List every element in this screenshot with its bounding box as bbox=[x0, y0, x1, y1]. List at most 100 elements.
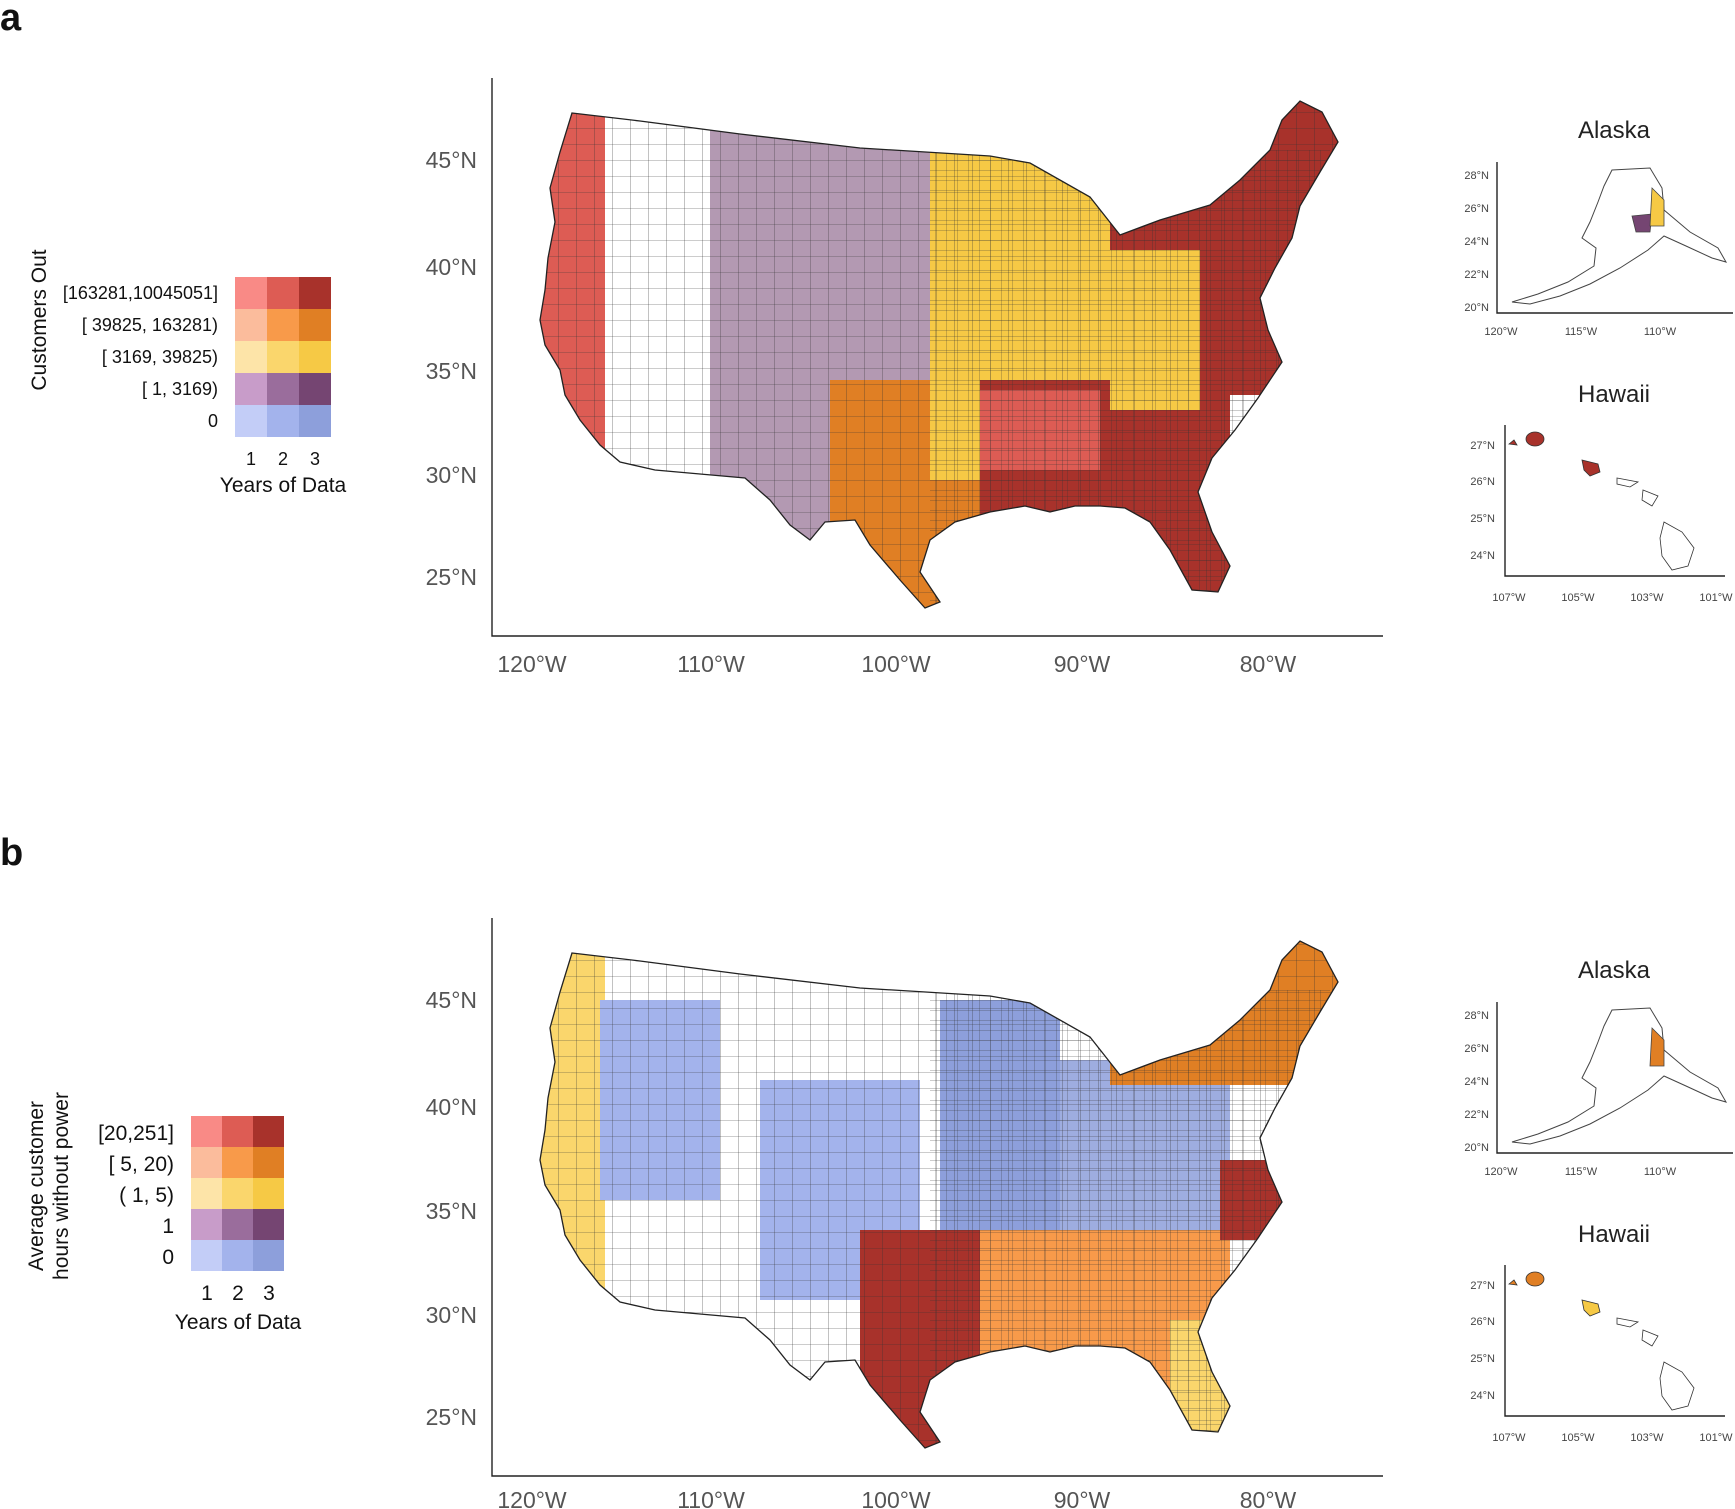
legend-col-label: 2 bbox=[278, 449, 288, 469]
lat-tick: 22°N bbox=[1464, 1109, 1489, 1121]
island-oahu bbox=[1581, 459, 1601, 477]
lon-tick: 80°W bbox=[1240, 1487, 1297, 1509]
lon-tick: 107°W bbox=[1492, 1432, 1526, 1444]
island-hawaii bbox=[1659, 521, 1695, 571]
island-hawaii bbox=[1659, 1361, 1695, 1411]
legend-cell bbox=[253, 1209, 284, 1240]
legend-xlabel: Years of Data bbox=[220, 474, 347, 497]
legend-cell bbox=[222, 1116, 253, 1147]
lon-tick: 105°W bbox=[1561, 1432, 1595, 1444]
panel-letter-b: b bbox=[0, 832, 23, 874]
lat-tick: 30°N bbox=[426, 462, 477, 488]
legend-cell bbox=[191, 1178, 222, 1209]
legend-row-label: 0 bbox=[208, 411, 218, 431]
legend-row-label: [20,251] bbox=[98, 1122, 174, 1145]
alaska-inset-a: Alaska 28°N 26°N 24°N 22°N 20°N 120°W 11… bbox=[1464, 117, 1733, 338]
legend-a: Customers Out [163281,10045051] [ 39825,… bbox=[28, 249, 347, 497]
lon-tick: 103°W bbox=[1630, 592, 1664, 604]
main-map-b: 45°N 40°N 35°N 30°N 25°N 120°W 110°W 100… bbox=[426, 918, 1383, 1509]
lat-tick: 28°N bbox=[1464, 170, 1489, 182]
lon-tick: 105°W bbox=[1561, 592, 1595, 604]
inset-title: Hawaii bbox=[1578, 381, 1650, 408]
lon-tick: 110°W bbox=[1644, 1166, 1677, 1178]
legend-col-label: 3 bbox=[263, 1282, 275, 1305]
inset-axes bbox=[1496, 1002, 1733, 1154]
legend-cell bbox=[267, 277, 299, 309]
county-choropleth-a bbox=[540, 101, 1338, 608]
lat-tick: 30°N bbox=[426, 1302, 477, 1328]
lat-tick: 26°N bbox=[1470, 476, 1495, 488]
panel-b: b Average customer hours without power [… bbox=[0, 832, 1733, 1509]
main-map-a: 45°N 40°N 35°N 30°N 25°N 120°W 110°W 100… bbox=[426, 78, 1383, 677]
legend-cell bbox=[235, 341, 267, 373]
legend-cell bbox=[191, 1240, 222, 1271]
legend-cell bbox=[253, 1116, 284, 1147]
lon-tick: 101°W bbox=[1699, 1432, 1733, 1444]
island-molokai bbox=[1616, 1317, 1640, 1328]
legend-title: Customers Out bbox=[28, 249, 51, 390]
lon-tick: 120°W bbox=[1484, 1166, 1518, 1178]
lon-tick: 120°W bbox=[497, 651, 567, 677]
legend-row-label: [ 3169, 39825) bbox=[102, 347, 218, 367]
inset-axes bbox=[1496, 162, 1733, 314]
lat-tick: 25°N bbox=[426, 1404, 477, 1430]
lon-tick: 100°W bbox=[861, 1487, 931, 1509]
legend-row-label: 1 bbox=[162, 1215, 174, 1238]
legend-title-line1: Average customer bbox=[25, 1101, 48, 1271]
island-niihau bbox=[1508, 439, 1518, 446]
lon-tick: 101°W bbox=[1699, 592, 1733, 604]
lon-tick: 110°W bbox=[677, 1487, 745, 1509]
lat-tick: 22°N bbox=[1464, 269, 1489, 281]
lat-tick: 26°N bbox=[1470, 1316, 1495, 1328]
lat-tick: 24°N bbox=[1470, 1390, 1495, 1402]
legend-cell bbox=[299, 309, 331, 341]
legend-cell bbox=[253, 1240, 284, 1271]
lat-tick: 25°N bbox=[426, 564, 477, 590]
alaska-region bbox=[1631, 213, 1653, 233]
legend-cell bbox=[299, 277, 331, 309]
legend-row-label: [ 5, 20) bbox=[109, 1153, 174, 1176]
lat-tick: 26°N bbox=[1464, 1043, 1489, 1055]
legend-cell bbox=[222, 1240, 253, 1271]
legend-color-grid bbox=[191, 1116, 284, 1271]
legend-cell bbox=[267, 405, 299, 437]
lat-tick: 27°N bbox=[1470, 440, 1495, 452]
legend-row-label: [ 1, 3169) bbox=[142, 379, 218, 399]
island-kauai bbox=[1525, 1271, 1545, 1287]
legend-cell bbox=[267, 341, 299, 373]
island-maui bbox=[1641, 1329, 1659, 1347]
panel-a: a Customers Out [163281,10045051] [ 3982… bbox=[0, 0, 1733, 677]
island-maui bbox=[1641, 489, 1659, 507]
legend-title-line2: hours without power bbox=[50, 1092, 73, 1280]
legend-cell bbox=[267, 309, 299, 341]
alaska-inset-b: Alaska 28°N 26°N 24°N 22°N 20°N 120°W 11… bbox=[1464, 957, 1733, 1178]
legend-cell bbox=[299, 373, 331, 405]
legend-row-label: 0 bbox=[162, 1246, 174, 1269]
legend-cell bbox=[222, 1178, 253, 1209]
legend-cell bbox=[299, 405, 331, 437]
legend-col-label: 1 bbox=[246, 449, 256, 469]
legend-cell bbox=[299, 341, 331, 373]
lat-tick: 40°N bbox=[426, 254, 477, 280]
map-axes bbox=[491, 918, 1383, 1477]
lat-tick: 26°N bbox=[1464, 203, 1489, 215]
lat-tick: 20°N bbox=[1464, 1142, 1489, 1154]
lon-tick: 110°W bbox=[1644, 326, 1677, 338]
lon-tick: 107°W bbox=[1492, 592, 1526, 604]
lat-tick: 24°N bbox=[1464, 1076, 1489, 1088]
inset-axes bbox=[1504, 425, 1725, 577]
legend-b: Average customer hours without power [20… bbox=[25, 1092, 302, 1334]
island-oahu bbox=[1581, 1299, 1601, 1317]
legend-cell bbox=[191, 1116, 222, 1147]
lon-tick: 120°W bbox=[1484, 326, 1518, 338]
alaska-shape bbox=[1511, 167, 1728, 305]
lon-tick: 115°W bbox=[1565, 326, 1598, 338]
lat-tick: 35°N bbox=[426, 1198, 477, 1224]
lon-tick: 80°W bbox=[1240, 651, 1297, 677]
island-kauai bbox=[1525, 431, 1545, 447]
lat-tick: 45°N bbox=[426, 147, 477, 173]
inset-title: Hawaii bbox=[1578, 1221, 1650, 1248]
map-axes bbox=[491, 78, 1383, 637]
hawaii-inset-a: Hawaii 27°N 26°N 25°N 24°N 107°W 105°W 1… bbox=[1470, 381, 1733, 604]
